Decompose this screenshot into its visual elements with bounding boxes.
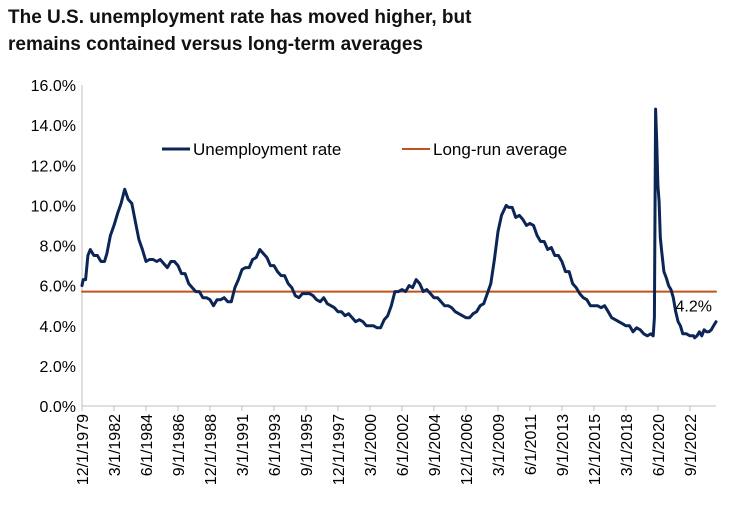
y-tick-label: 6.0% xyxy=(40,279,76,296)
x-tick-label: 9/1/2013 xyxy=(555,414,572,476)
chart-title: The U.S. unemployment rate has moved hig… xyxy=(8,4,608,58)
y-axis-ticks: 0.0% 2.0% 4.0% 6.0% 8.0% 10.0% 12.0% 14.0% 16.0% xyxy=(31,78,76,416)
legend-unemployment-rate: Unemployment rate xyxy=(162,140,341,159)
y-tick-label: 8.0% xyxy=(40,239,76,256)
plot-frame xyxy=(81,85,716,407)
y-tick-label: 4.0% xyxy=(40,319,76,336)
x-tick-label: 9/1/1986 xyxy=(171,414,188,476)
legend-label: Long-run average xyxy=(433,140,567,159)
x-tick-label: 12/1/2006 xyxy=(459,414,476,485)
x-tick-label: 9/1/2004 xyxy=(427,414,444,476)
series-line-unemployment-rate xyxy=(80,107,718,340)
chart-title-line-2: remains contained versus long-term avera… xyxy=(8,34,423,55)
x-tick-label: 6/1/1993 xyxy=(267,414,284,476)
x-tick-label: 3/1/2018 xyxy=(619,414,636,476)
x-tick-label: 3/1/1991 xyxy=(235,414,252,476)
legend-label: Unemployment rate xyxy=(193,140,341,159)
y-tick-label: 10.0% xyxy=(31,198,76,215)
legend-long-run-average: Long-run average xyxy=(402,140,567,159)
x-tick-label: 6/1/1984 xyxy=(139,414,156,476)
y-tick-label: 2.0% xyxy=(40,359,76,376)
x-tick-label: 12/1/1997 xyxy=(331,414,348,485)
x-tick-label: 3/1/2009 xyxy=(491,414,508,476)
x-tick-label: 3/1/1982 xyxy=(107,414,124,476)
x-tick-label: 3/1/2000 xyxy=(363,414,380,476)
x-tick-label: 9/1/2022 xyxy=(683,414,700,476)
y-tick-label: 16.0% xyxy=(31,78,76,95)
x-tick-label: 6/1/2020 xyxy=(651,414,668,476)
x-tick-label: 12/1/1988 xyxy=(203,414,220,485)
y-tick-label: 0.0% xyxy=(40,399,76,416)
y-tick-label: 12.0% xyxy=(31,158,76,175)
x-tick-label: 6/1/2002 xyxy=(395,414,412,476)
x-tick-label: 6/1/2011 xyxy=(523,414,540,475)
chart-title-line-1: The U.S. unemployment rate has moved hig… xyxy=(8,7,472,28)
data-label-latest: 4.2% xyxy=(676,299,712,316)
y-tick-label: 14.0% xyxy=(31,118,76,135)
legend: Unemployment rate Long-run average xyxy=(162,140,567,159)
x-tick-label: 9/1/1995 xyxy=(299,414,316,476)
x-tick-label: 12/1/2015 xyxy=(587,414,604,485)
x-axis-ticks: 12/1/1979 3/1/1982 6/1/1984 9/1/1986 12/1/19… xyxy=(75,406,700,485)
annotations: 4.2% xyxy=(676,299,712,316)
series-layer xyxy=(80,107,718,340)
x-tick-label: 12/1/1979 xyxy=(75,414,92,485)
